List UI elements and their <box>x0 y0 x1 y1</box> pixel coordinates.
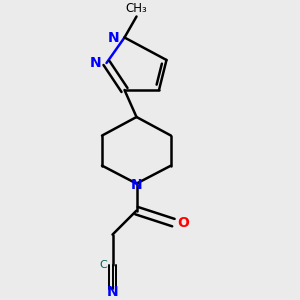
Text: C: C <box>100 260 107 270</box>
Text: CH₃: CH₃ <box>126 2 147 16</box>
Text: N: N <box>131 178 142 192</box>
Text: N: N <box>107 285 118 298</box>
Text: N: N <box>90 56 102 70</box>
Text: N: N <box>108 31 120 44</box>
Text: O: O <box>177 216 189 230</box>
